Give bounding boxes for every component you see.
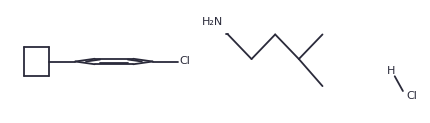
Text: H₂N: H₂N bbox=[202, 17, 224, 27]
Text: H: H bbox=[387, 66, 396, 76]
Text: Cl: Cl bbox=[406, 91, 417, 101]
Text: Cl: Cl bbox=[180, 56, 190, 67]
